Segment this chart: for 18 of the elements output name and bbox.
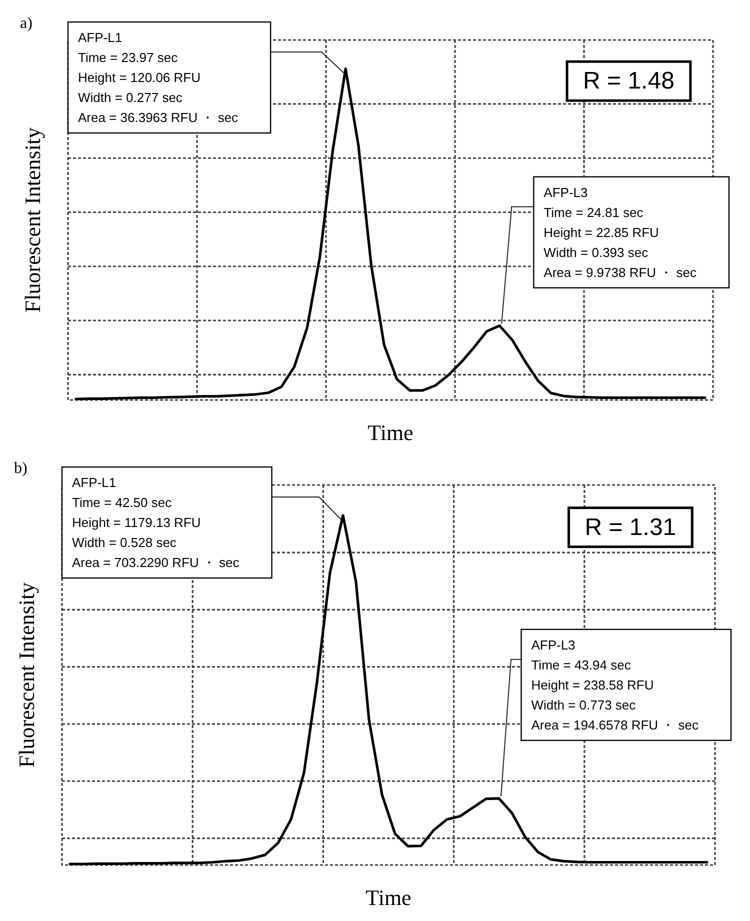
y-axis-title: Fluorescent Intensity <box>14 582 39 768</box>
x-axis-title: Time <box>368 420 414 445</box>
annotation: AFP-L1 Time = 23.97 sec Height = 120.06 RFU Width = 0.277 sec Area = 36.3963 RFU ・ sec <box>67 21 272 134</box>
chart-title: a) <box>20 15 32 32</box>
chart-title: b) <box>14 460 28 477</box>
annotation: AFP-L1 Time = 42.50 sec Height = 1179.13 RFU Width = 0.528 sec Area = 703.2290 RFU ・ sec <box>72 475 240 570</box>
annotation: AFP-L3 Time = 24.81 sec Height = 22.85 RFU Width = 0.393 sec Area = 9.9738 RFU ・ sec <box>544 184 697 280</box>
annotation: R = 1.31 <box>584 514 676 541</box>
x-axis-title: Time <box>366 885 412 910</box>
annotation: R = 1.48 <box>566 60 692 102</box>
annotation: R = 1.31 <box>568 506 694 548</box>
annotation: AFP-L3 Time = 24.81 sec Height = 22.85 RFU Width = 0.393 sec Area = 9.9738 RFU ・ sec <box>533 176 730 288</box>
y-axis-title: Fluorescent Intensity <box>20 127 45 313</box>
annotation: AFP-L3 Time = 43.94 sec Height = 238.58 RFU Width = 0.773 sec Area = 194.6578 RFU ・ sec <box>520 628 732 741</box>
annotation: AFP-L3 Time = 43.94 sec Height = 238.58 RFU Width = 0.773 sec Area = 194.6578 RFU ・ sec <box>531 637 699 732</box>
annotation: R = 1.48 <box>583 68 674 95</box>
annotation: AFP-L1 Time = 23.97 sec Height = 120.06 RFU Width = 0.277 sec Area = 36.3963 RFU ・ sec <box>78 30 239 125</box>
annotation: AFP-L1 Time = 42.50 sec Height = 1179.13 RFU Width = 0.528 sec Area = 703.2290 RFU ・ sec <box>61 466 272 579</box>
